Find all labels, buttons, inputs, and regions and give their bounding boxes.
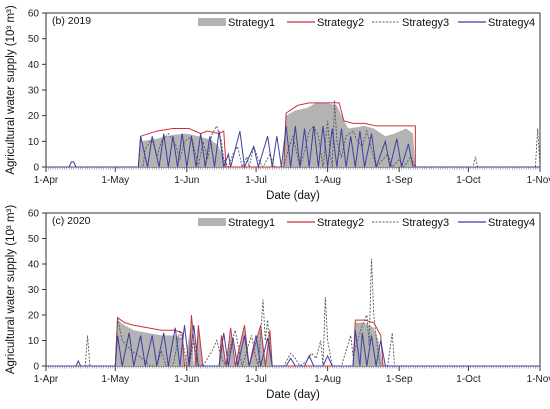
x-tick-label: 1-Aug: [314, 175, 341, 186]
x-tick-label: 1-Aug: [314, 374, 341, 385]
x-tick-label: 1-Jun: [174, 374, 199, 385]
x-tick-label: 1-Jul: [245, 374, 267, 385]
y-tick-label: 30: [28, 86, 40, 97]
x-tick-label: 1-Nov: [527, 374, 550, 385]
x-tick-label: 1-Sep: [386, 374, 413, 385]
y-tick-label: 50: [28, 234, 40, 245]
y-tick-label: 50: [28, 34, 40, 45]
y-tick-label: 0: [33, 362, 39, 373]
panel-label: (c) 2020: [52, 215, 91, 227]
y-tick-label: 30: [28, 285, 40, 296]
legend-strategy4-label: Strategy4: [488, 217, 535, 229]
legend-strategy2-label: Strategy2: [317, 17, 364, 29]
x-tick-label: 1-Apr: [34, 374, 59, 385]
y-tick-label: 0: [33, 163, 39, 174]
chart-panel-2020: 0 10 20 30 40 50 60 1-Apr 1-May 1-Jun 1-Jul 1-Aug 1-…: [5, 205, 550, 401]
y-axis-title: Agricultural water supply (10³ m³): [5, 205, 17, 375]
chart-panel-2019: 0 10 20 30 40 50 60 1-Apr 1-May 1-Jun 1-Jul 1-Aug 1-…: [5, 5, 550, 202]
series-strategy2-line: [46, 102, 540, 168]
legend-strategy4-label: Strategy4: [488, 17, 535, 29]
y-tick-label: 40: [28, 260, 40, 271]
x-tick-label: 1-Sep: [386, 175, 413, 186]
x-tick-label: 1-Jun: [174, 175, 199, 186]
x-axis-title: Date (day): [266, 389, 320, 401]
y-tick-label: 60: [28, 9, 40, 20]
y-tick-label: 40: [28, 60, 40, 71]
x-tick-label: 1-May: [101, 374, 129, 385]
y-axis-title: Agricultural water supply (10³ m³): [5, 5, 17, 175]
x-tick-label: 1-Nov: [527, 175, 550, 186]
legend-strategy1-swatch: [198, 218, 226, 226]
x-tick-label: 1-May: [101, 175, 129, 186]
x-axis-title: Date (day): [266, 190, 320, 202]
legend-strategy3-label: Strategy3: [402, 17, 449, 29]
legend-strategy2-label: Strategy2: [317, 217, 364, 229]
x-tick-label: 1-Apr: [34, 175, 59, 186]
y-tick-label: 20: [28, 311, 40, 322]
legend-strategy1-label: Strategy1: [228, 17, 275, 29]
y-tick-label: 10: [28, 137, 40, 148]
x-tick-label: 1-Oct: [456, 175, 481, 186]
legend-strategy1-label: Strategy1: [228, 217, 275, 229]
x-tick-label: 1-Jul: [245, 175, 267, 186]
legend-strategy1-swatch: [198, 18, 226, 26]
series-strategy4-line: [46, 325, 540, 367]
x-tick-label: 1-Oct: [456, 374, 481, 385]
series-strategy1-area: [46, 320, 540, 366]
series-strategy3-line: [46, 258, 540, 368]
legend-strategy3-label: Strategy3: [402, 217, 449, 229]
y-tick-label: 60: [28, 209, 40, 220]
series-strategy4-line: [46, 125, 540, 169]
y-tick-label: 10: [28, 336, 40, 347]
panel-label: (b) 2019: [52, 15, 91, 27]
y-tick-label: 20: [28, 111, 40, 122]
